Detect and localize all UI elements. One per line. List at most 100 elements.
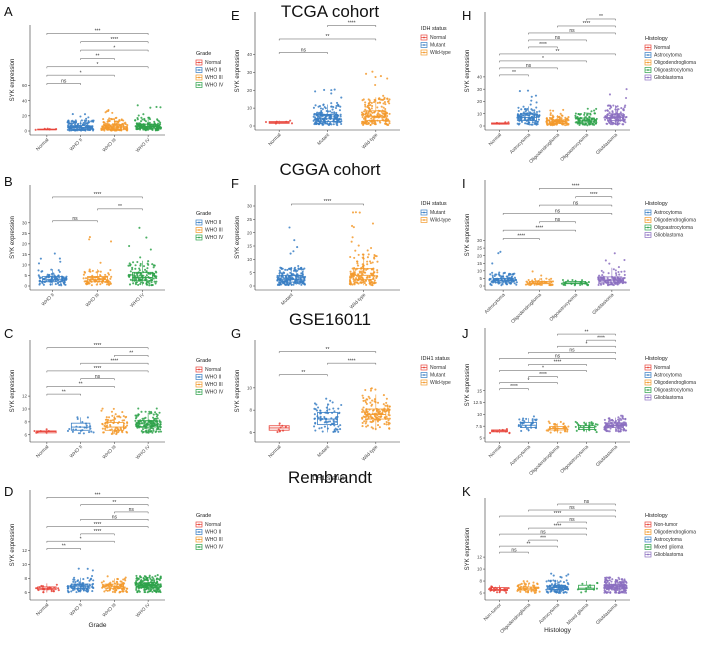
data-point: [534, 122, 537, 125]
significance-bracket: [499, 53, 616, 56]
data-point: [109, 240, 113, 243]
data-point: [73, 588, 76, 591]
data-point: [374, 76, 377, 79]
data-point: [624, 104, 627, 107]
data-point: [329, 121, 332, 124]
data-point: [562, 581, 566, 584]
data-point: [529, 117, 532, 120]
data-point: [336, 428, 339, 431]
data-point: [150, 281, 153, 284]
data-point: [382, 394, 385, 397]
data-point: [151, 579, 154, 582]
data-point: [533, 283, 536, 286]
data-point: [145, 283, 148, 286]
data-point: [113, 125, 116, 128]
significance-bracket: [46, 386, 115, 388]
data-point: [564, 116, 567, 119]
data-point: [99, 274, 102, 277]
jitter-points-who-iv: [134, 574, 163, 594]
data-point: [91, 125, 94, 128]
y-tick-label: 60: [22, 83, 28, 88]
data-point: [152, 266, 155, 269]
data-point: [336, 103, 339, 106]
data-point: [352, 280, 355, 283]
data-point: [282, 271, 285, 274]
data-point: [387, 413, 390, 416]
significance-label: **: [512, 70, 516, 76]
data-point: [124, 426, 127, 429]
data-point: [116, 581, 119, 584]
jitter-points-oligoastrocytoma: [574, 107, 598, 127]
data-point: [74, 581, 77, 584]
data-point: [366, 275, 369, 278]
y-tick-label: 15: [22, 252, 28, 257]
data-point: [140, 410, 143, 413]
data-point: [99, 270, 102, 273]
data-point: [88, 238, 91, 241]
data-point: [294, 275, 298, 278]
y-tick-label: 20: [477, 253, 483, 258]
y-tick-label: 10: [22, 263, 28, 268]
legend-item-label: WHO IV: [205, 390, 224, 396]
data-point: [589, 112, 592, 115]
data-point: [105, 416, 108, 419]
data-point: [536, 587, 539, 590]
data-point: [136, 104, 139, 107]
y-tick-label: 25: [247, 217, 253, 222]
data-point: [320, 122, 323, 125]
data-point: [366, 123, 369, 126]
significance-label: ****: [554, 523, 562, 529]
x-axis-label: IDH1 status: [311, 475, 346, 482]
data-point: [105, 283, 109, 286]
data-point: [360, 111, 364, 114]
data-point: [149, 272, 152, 275]
data-point: [621, 279, 625, 282]
data-point: [522, 417, 525, 420]
data-point: [382, 102, 385, 105]
legend-item-label: Normal: [205, 522, 221, 528]
data-point: [110, 129, 113, 132]
data-point: [287, 283, 290, 287]
data-point: [384, 103, 387, 106]
data-point: [535, 110, 539, 114]
data-point: [368, 397, 371, 400]
data-point: [576, 115, 579, 118]
data-point: [369, 104, 372, 107]
data-point: [370, 387, 373, 390]
legend-item-label: Astrocytoma: [654, 537, 682, 543]
y-tick-label: 30: [22, 220, 28, 225]
data-point: [384, 107, 387, 111]
data-point: [110, 410, 113, 413]
data-point: [370, 117, 373, 120]
data-point: [138, 269, 141, 272]
panel-label-b: B: [4, 174, 13, 189]
data-point: [590, 118, 594, 121]
data-point: [388, 112, 391, 115]
significance-label: ns: [555, 209, 561, 215]
data-point: [131, 266, 134, 269]
data-point: [562, 108, 565, 111]
data-point: [525, 427, 529, 430]
data-point: [82, 432, 85, 435]
data-point: [491, 262, 494, 265]
data-point: [617, 429, 620, 433]
data-point: [558, 115, 561, 118]
data-point: [329, 110, 332, 113]
data-point: [373, 274, 376, 277]
data-point: [616, 110, 619, 113]
data-point: [524, 425, 527, 428]
data-point: [297, 276, 300, 279]
legend-swatch-point: [198, 236, 200, 239]
y-tick-label: 10: [247, 385, 253, 390]
data-point: [340, 96, 343, 99]
data-point: [588, 123, 591, 126]
legend-title: Histology: [645, 36, 668, 42]
data-point: [365, 420, 368, 423]
data-point: [117, 121, 120, 124]
data-point: [356, 260, 359, 263]
data-point: [92, 431, 95, 434]
legend-swatch-point: [647, 69, 649, 71]
data-point: [386, 114, 389, 118]
data-point: [351, 211, 355, 214]
data-point: [136, 591, 139, 594]
